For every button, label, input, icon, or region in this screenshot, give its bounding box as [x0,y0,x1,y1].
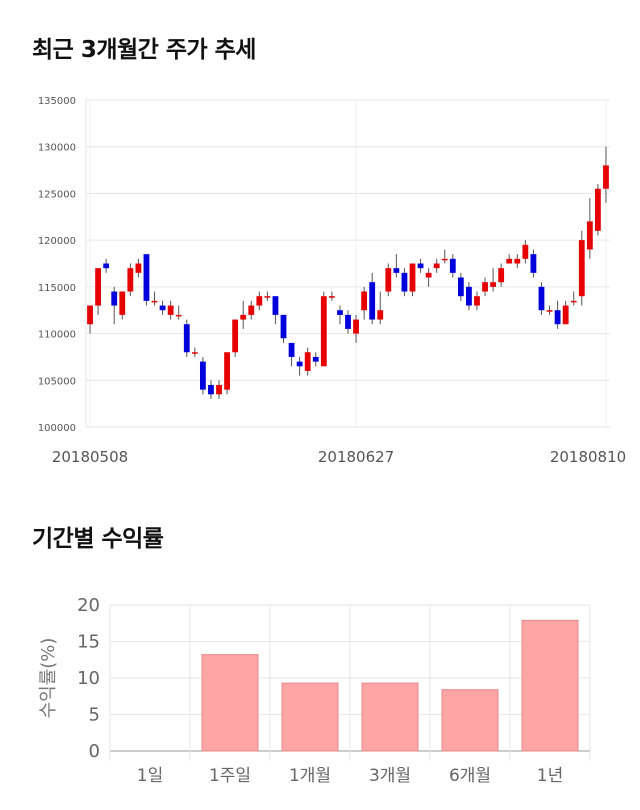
return-bar [361,682,419,752]
candle-body [167,305,174,315]
candle-body [578,240,585,297]
x-tick-label: 20180627 [318,448,394,466]
candle-body [554,310,561,325]
candle-body [288,342,295,357]
candle-body [417,263,424,269]
candle-body [530,254,537,273]
candle-body [304,352,311,371]
return-bar [441,689,499,752]
y-tick-label: 0 [89,741,100,762]
candle-body [457,277,464,297]
y-tick-label: 20 [77,595,100,616]
candle-body [482,282,488,292]
candle-body [546,310,553,312]
candle-body [256,296,263,306]
y-tick-label: 15 [77,632,100,653]
candle-body [159,305,166,311]
y-tick-label: 125000 [38,189,76,200]
candle-body [506,258,513,264]
candle-body [312,356,319,362]
x-tick-label: 1일 [137,766,163,786]
candle-body [240,314,247,320]
candle-body [95,268,101,306]
candle-body [337,310,343,315]
candle-body [538,286,545,311]
candle-body [345,314,351,329]
candle-body [296,361,303,367]
candle-body [87,305,93,325]
candle-body [409,263,416,292]
candle-body [143,254,150,301]
candle-body [175,314,182,317]
candle-body [562,305,569,325]
stock-trend-title: 최근 3개월간 주가 추세 [32,37,256,63]
candle-body [353,319,359,334]
candle-body [570,300,577,303]
return-by-period-title: 기간별 수익률 [32,526,164,552]
x-tick-label: 1년 [537,766,563,786]
candle-body [216,384,222,395]
candle-body [586,221,593,250]
candle-body [135,263,142,273]
candle-body [199,361,206,390]
stock-candlestick-chart: 100000 105000 110000 115000 120000 125000 1300… [38,96,626,466]
x-tick-label: 20180810 [550,448,626,466]
candle-body [103,263,110,269]
return-bar [201,654,259,752]
candle-body [232,319,239,353]
candle-body [191,352,198,354]
x-tick-label: 1개월 [289,766,331,786]
y-tick-label: 100000 [38,423,76,434]
candle-body [264,296,271,298]
candle-body [328,296,335,298]
candle-body [127,268,134,292]
candle-body [595,188,601,231]
candle-body [320,296,327,367]
candle-body [224,352,230,390]
x-tick-label: 20180508 [52,448,128,466]
x-tick-label: 1주일 [209,766,251,786]
candle-body [248,305,255,315]
candle-body [514,258,521,264]
y-tick-label: 5 [89,705,100,726]
y-tick-label: 105000 [38,376,76,387]
candle-body [393,268,400,273]
candle-body [151,300,158,303]
y-tick-label: 135000 [38,96,76,107]
candle-body [183,324,190,353]
candle-body [441,258,448,261]
candle-body [377,310,384,320]
candle-body [385,268,392,292]
candle-body [369,282,376,320]
candle-body [522,244,529,259]
y-tick-label: 110000 [38,330,76,341]
candle-body [272,296,279,315]
y-tick-label: 120000 [38,236,76,247]
return-bar [281,682,339,752]
candle-body [474,296,480,306]
candle-body [498,268,505,283]
candle-body [111,291,118,306]
candle-body [280,314,287,339]
candle-body [119,291,126,315]
y-tick-label: 115000 [38,283,76,294]
y-tick-label: 10 [77,668,100,689]
x-tick-label: 3개월 [369,766,411,786]
candle-body [425,272,432,278]
candle-body [603,165,609,189]
return-bar [521,619,579,752]
candle-body [433,263,440,269]
candle-body [208,384,214,395]
candle-body [466,286,472,306]
x-tick-label: 6개월 [449,766,491,786]
y-tick-label: 130000 [38,143,76,154]
y-axis-label: 수익률(%) [38,638,59,719]
candle-body [449,258,456,273]
candle-body [401,272,408,292]
candle-body [490,282,497,287]
candle-body [361,291,368,311]
